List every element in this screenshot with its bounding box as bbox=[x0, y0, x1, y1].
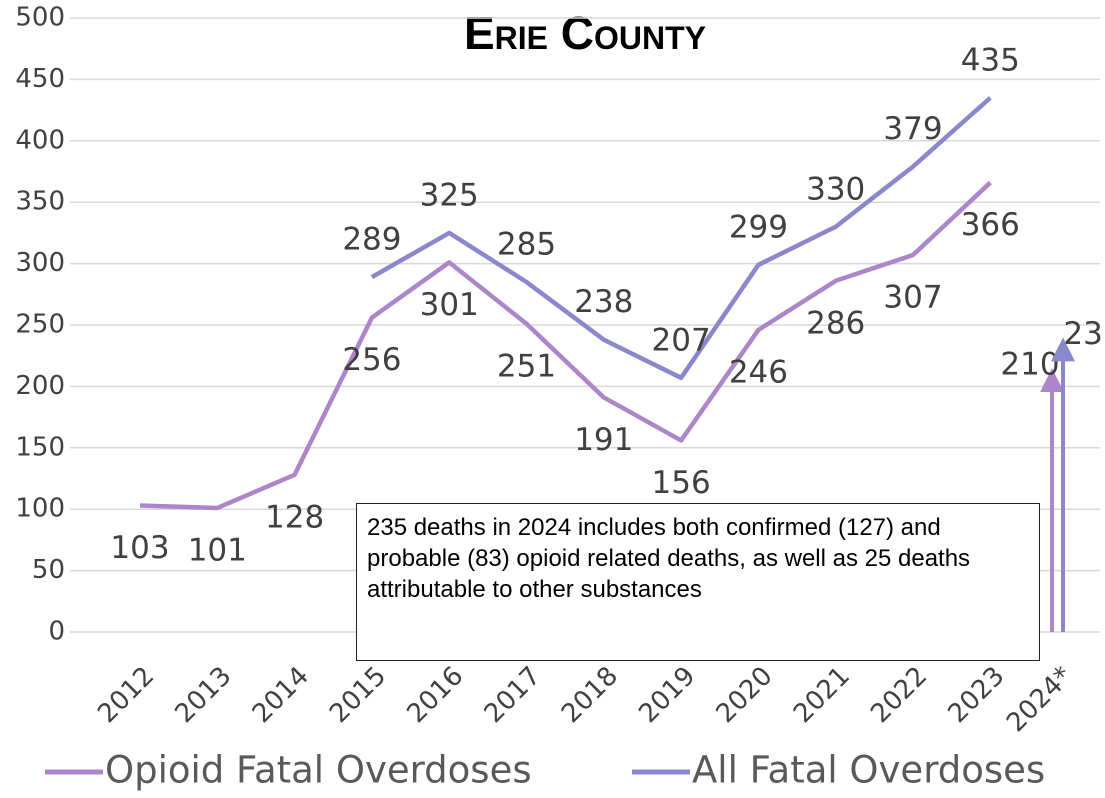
y-tick-label: 450 bbox=[15, 64, 65, 94]
x-tick-label: 2024* bbox=[1001, 661, 1078, 738]
y-tick-label: 350 bbox=[15, 187, 65, 217]
data-label: 435 bbox=[961, 42, 1020, 78]
data-label: 301 bbox=[420, 287, 479, 323]
data-label: 286 bbox=[806, 305, 865, 341]
data-label: 238 bbox=[574, 284, 633, 320]
data-label: 325 bbox=[420, 177, 479, 213]
x-tick-label: 2012 bbox=[92, 661, 160, 729]
y-tick-label: 300 bbox=[15, 248, 65, 278]
legend-label: Opioid Fatal Overdoses bbox=[105, 749, 532, 792]
y-tick-label: 250 bbox=[15, 310, 65, 340]
data-label: 289 bbox=[342, 222, 401, 258]
data-label: 366 bbox=[961, 207, 1020, 243]
data-label: 379 bbox=[883, 111, 942, 147]
annotation: 235 deaths in 2024 includes both confirm… bbox=[356, 503, 1040, 661]
x-tick-label: 2019 bbox=[633, 661, 701, 729]
x-tick-label: 2013 bbox=[170, 661, 238, 729]
line bbox=[370, 96, 992, 381]
x-tick-label: 2022 bbox=[865, 661, 933, 729]
data-label: 156 bbox=[652, 465, 711, 501]
x-tick-label: 2021 bbox=[788, 661, 856, 729]
data-label: 285 bbox=[497, 227, 556, 263]
data-label: 128 bbox=[265, 499, 324, 535]
x-tick-label: 2018 bbox=[556, 661, 624, 729]
y-tick-label: 200 bbox=[15, 371, 65, 401]
data-label: 210 bbox=[1000, 347, 1059, 383]
data-label: 256 bbox=[342, 342, 401, 378]
x-tick-label: 2017 bbox=[479, 661, 547, 729]
data-label: 299 bbox=[729, 209, 788, 245]
data-label: 235 bbox=[1063, 316, 1105, 352]
data-label: 101 bbox=[188, 532, 247, 568]
data-label: 251 bbox=[497, 348, 556, 384]
y-tick-label: 150 bbox=[15, 432, 65, 462]
y-tick-label: 500 bbox=[15, 3, 65, 33]
x-tick-label: 2020 bbox=[711, 661, 779, 729]
x-tick-label: 2015 bbox=[324, 661, 392, 729]
y-tick-label: 100 bbox=[15, 494, 65, 524]
x-tick-label: 2016 bbox=[401, 661, 469, 729]
data-label: 307 bbox=[883, 280, 942, 316]
chart-title: Erie County bbox=[464, 7, 706, 59]
x-tick-label: 2023 bbox=[943, 661, 1011, 729]
data-label: 246 bbox=[729, 354, 788, 390]
legend-label: All Fatal Overdoses bbox=[692, 749, 1045, 792]
data-label: 191 bbox=[574, 422, 633, 458]
y-tick-label: 50 bbox=[32, 555, 65, 585]
data-label: 330 bbox=[806, 171, 865, 207]
data-label: 103 bbox=[110, 530, 169, 566]
y-tick-label: 0 bbox=[48, 617, 65, 647]
data-label: 207 bbox=[652, 322, 711, 358]
y-tick-label: 400 bbox=[15, 125, 65, 155]
x-tick-label: 2014 bbox=[247, 661, 315, 729]
line bbox=[139, 180, 992, 511]
